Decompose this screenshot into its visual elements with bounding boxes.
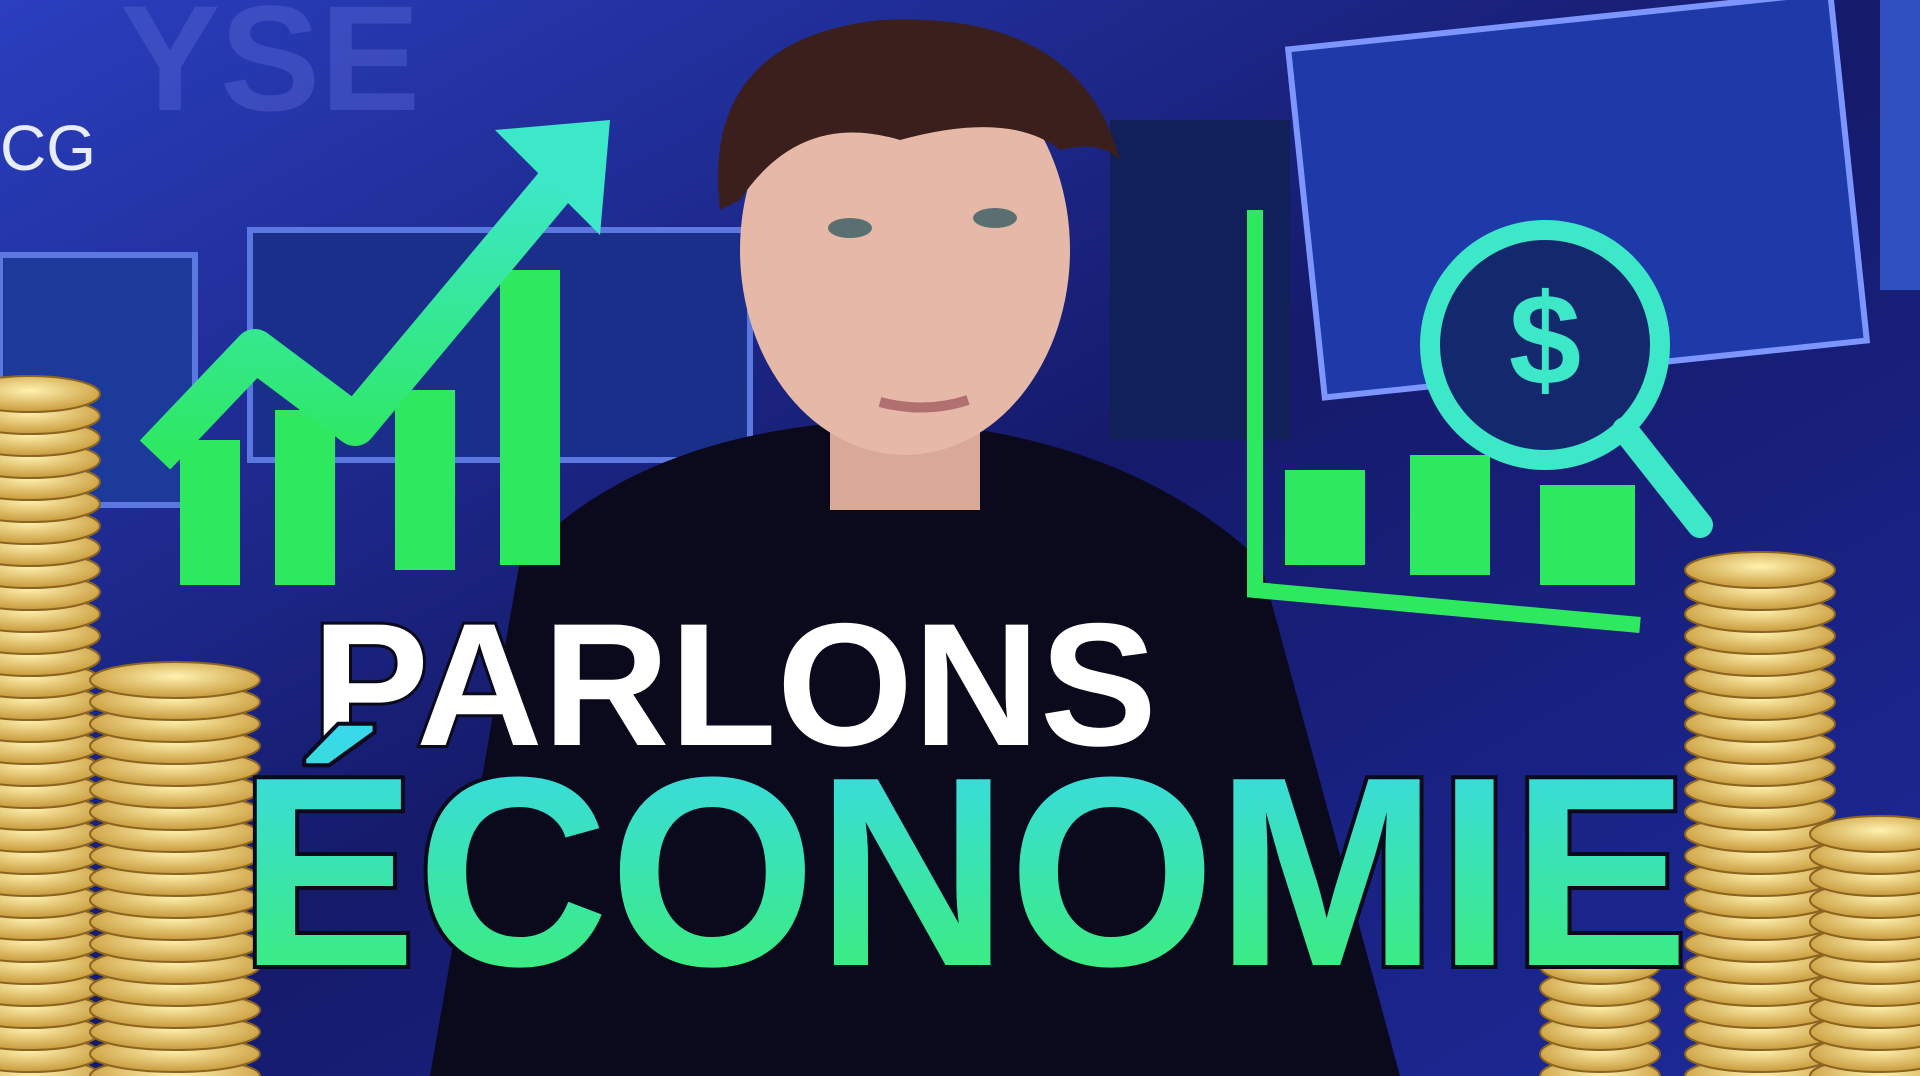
dollar-symbol: $ [1509, 266, 1581, 412]
person [430, 19, 1400, 1076]
growth-icon [139, 120, 610, 585]
coin [1539, 947, 1661, 985]
title-line-2: ÉCONOMIE [239, 722, 1689, 1023]
coin [1809, 815, 1920, 853]
coin [89, 661, 261, 699]
sign-text: CG [0, 112, 96, 184]
wall-text: YSE [120, 0, 420, 142]
coin [1684, 551, 1836, 589]
coin-stacks [0, 375, 1920, 1076]
coin [0, 375, 101, 413]
finance-icon: $ [1247, 210, 1713, 633]
title-line-1: PARLONS [312, 588, 1157, 783]
